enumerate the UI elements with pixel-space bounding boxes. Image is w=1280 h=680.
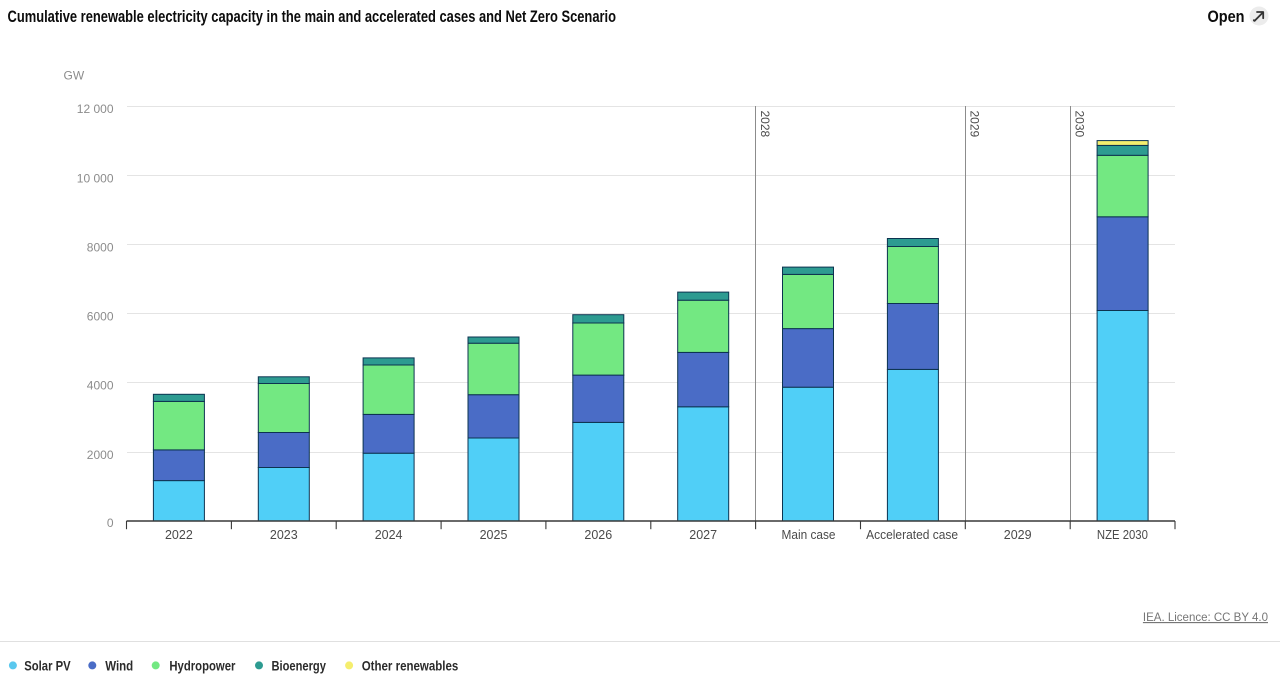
svg-text:2023: 2023 — [270, 528, 298, 542]
svg-text:Open: Open — [1208, 8, 1245, 26]
svg-text:2022: 2022 — [165, 528, 193, 542]
svg-text:2027: 2027 — [689, 528, 717, 542]
svg-text:2024: 2024 — [375, 528, 403, 542]
svg-text:6000: 6000 — [87, 310, 114, 324]
svg-text:Hydropower: Hydropower — [169, 659, 236, 674]
svg-text:2028: 2028 — [758, 111, 772, 138]
svg-text:0: 0 — [107, 516, 114, 530]
svg-text:2025: 2025 — [480, 528, 508, 542]
svg-text:2029: 2029 — [1004, 528, 1032, 542]
svg-text:Main case: Main case — [782, 528, 836, 542]
svg-text:2000: 2000 — [87, 448, 114, 462]
svg-text:8000: 8000 — [87, 240, 114, 254]
svg-text:Other renewables: Other renewables — [362, 659, 459, 674]
svg-text:Bioenergy: Bioenergy — [272, 659, 327, 674]
svg-text:4000: 4000 — [87, 379, 114, 393]
svg-text:Accelerated case: Accelerated case — [866, 528, 958, 542]
svg-text:10 000: 10 000 — [77, 171, 114, 185]
svg-text:Solar PV: Solar PV — [24, 659, 71, 674]
svg-text:IEA. Licence: CC BY 4.0: IEA. Licence: CC BY 4.0 — [1143, 612, 1268, 624]
svg-text:Cumulative renewable electrici: Cumulative renewable electricity capacit… — [8, 8, 617, 26]
svg-text:2030: 2030 — [1073, 111, 1087, 138]
svg-text:NZE 2030: NZE 2030 — [1097, 528, 1148, 542]
svg-text:12 000: 12 000 — [77, 102, 114, 116]
svg-text:2029: 2029 — [968, 111, 982, 138]
svg-text:GW: GW — [64, 69, 85, 83]
svg-text:Wind: Wind — [105, 659, 133, 674]
svg-text:2026: 2026 — [584, 528, 612, 542]
